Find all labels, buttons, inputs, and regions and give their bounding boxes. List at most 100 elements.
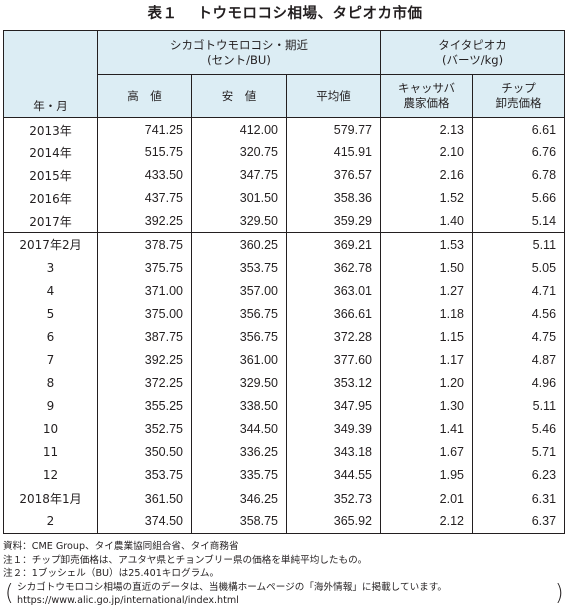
reference-box: ( シカゴトウモロコシ相場の直近のデータは、当機構ホームページの「海外情報」に掲… (3, 581, 568, 608)
row-label: 6 (3, 325, 98, 349)
cell-cassava: 1.18 (380, 302, 474, 326)
cell-average: 362.78 (286, 256, 382, 280)
header-chip-line1: チップ (501, 81, 536, 95)
cell-average: 377.60 (286, 348, 382, 372)
cell-cassava: 1.17 (380, 348, 474, 372)
cell-low: 361.00 (191, 348, 287, 372)
cell-chip: 5.46 (472, 417, 566, 441)
cell-low: 329.50 (191, 209, 287, 234)
row-label: 2014年 (3, 140, 98, 164)
cell-high: 433.50 (97, 163, 192, 187)
row-label: 2016年 (3, 186, 98, 210)
cell-low: 356.75 (191, 302, 287, 326)
row-label: 7 (3, 348, 98, 372)
table-row: 12 353.75 335.75 344.55 1.95 6.23 (3, 463, 566, 487)
cell-chip: 5.66 (472, 186, 566, 210)
monthly-rows: 2017年2月 378.75 360.25 369.21 1.53 5.11 3 375.75… (3, 232, 566, 534)
header-chicago-corn-unit: (セント/BU) (207, 52, 271, 67)
table-row: 2013年 741.25 412.00 579.77 2.13 6.61 (3, 117, 566, 141)
cell-high: 355.25 (97, 394, 192, 418)
row-label: 3 (3, 256, 98, 280)
table-row: 8 372.25 329.50 353.12 1.20 4.96 (3, 371, 566, 395)
cell-chip: 5.11 (472, 394, 566, 418)
table-row: 11 350.50 336.25 343.18 1.67 5.71 (3, 440, 566, 464)
cell-average: 369.21 (286, 232, 382, 257)
cell-low: 360.25 (191, 232, 287, 257)
cell-cassava: 2.13 (380, 117, 474, 141)
table-row: 2014年 515.75 320.75 415.91 2.10 6.76 (3, 140, 566, 164)
row-label: 2 (3, 510, 98, 534)
cell-chip: 5.14 (472, 209, 566, 234)
cell-high: 361.50 (97, 487, 192, 511)
cell-cassava: 1.95 (380, 463, 474, 487)
cell-high: 392.25 (97, 209, 192, 234)
cell-average: 358.36 (286, 186, 382, 210)
table-number: 表１ (147, 6, 178, 22)
cell-average: 376.57 (286, 163, 382, 187)
cell-average: 352.73 (286, 487, 382, 511)
header-year-month: 年・月 (3, 30, 98, 118)
table-row: 4 371.00 357.00 363.01 1.27 4.71 (3, 279, 566, 303)
row-label: 11 (3, 440, 98, 464)
cell-average: 353.12 (286, 371, 382, 395)
cell-low: 358.75 (191, 510, 287, 534)
price-table: 年・月 シカゴトウモロコシ・期近 (セント/BU) タイタピオカ (バーツ/kg… (3, 30, 566, 534)
header-cassava-line1: キャッサバ (397, 81, 456, 95)
table-row: 2015年 433.50 347.75 376.57 2.16 6.78 (3, 163, 566, 187)
notes: 資料：CME Group、タイ農業協同組合省、タイ商務省 注１：チップ卸売価格は… (3, 540, 568, 608)
cell-high: 387.75 (97, 325, 192, 349)
cell-chip: 6.78 (472, 163, 566, 187)
header-cassava-line2: 農家価格 (403, 96, 450, 110)
cell-high: 375.00 (97, 302, 192, 326)
cell-low: 320.75 (191, 140, 287, 164)
header-chip: チップ 卸売価格 (472, 74, 566, 118)
reference-url[interactable]: https://www.alic.go.jp/international/ind… (17, 595, 239, 607)
cell-cassava: 1.67 (380, 440, 474, 464)
cell-average: 415.91 (286, 140, 382, 164)
table-row: 2017年 392.25 329.50 359.29 1.40 5.14 (3, 209, 566, 234)
cell-high: 353.75 (97, 463, 192, 487)
cell-average: 365.92 (286, 510, 382, 534)
cell-chip: 5.05 (472, 256, 566, 280)
table-row: 2017年2月 378.75 360.25 369.21 1.53 5.11 (3, 232, 566, 257)
cell-chip: 6.61 (472, 117, 566, 141)
cell-cassava: 2.12 (380, 510, 474, 534)
row-label: 2017年2月 (3, 232, 98, 257)
header-low: 安 値 (191, 74, 287, 118)
cell-cassava: 2.16 (380, 163, 474, 187)
row-label: 2015年 (3, 163, 98, 187)
header-chicago-corn: シカゴトウモロコシ・期近 (セント/BU) (97, 30, 382, 75)
cell-average: 366.61 (286, 302, 382, 326)
cell-cassava: 2.10 (380, 140, 474, 164)
table-row: 7 392.25 361.00 377.60 1.17 4.87 (3, 348, 566, 372)
cell-cassava: 1.53 (380, 232, 474, 257)
cell-high: 437.75 (97, 186, 192, 210)
cell-cassava: 1.52 (380, 186, 474, 210)
cell-low: 347.75 (191, 163, 287, 187)
cell-cassava: 1.50 (380, 256, 474, 280)
row-label: 5 (3, 302, 98, 326)
row-label: 2017年 (3, 209, 98, 234)
paren-close: ) (555, 580, 564, 606)
table-row: 2016年 437.75 301.50 358.36 1.52 5.66 (3, 186, 566, 210)
cell-low: 356.75 (191, 325, 287, 349)
header-average: 平均値 (286, 74, 382, 118)
cell-chip: 6.37 (472, 510, 566, 534)
note-1: 注１：チップ卸売価格は、アユタヤ県とチョンブリー県の価格を単純平均したもの。 (3, 554, 368, 566)
table-row: 10 352.75 344.50 349.39 1.41 5.46 (3, 417, 566, 441)
cell-high: 352.75 (97, 417, 192, 441)
note-source: 資料：CME Group、タイ農業協同組合省、タイ商務省 (3, 541, 239, 552)
header-cassava: キャッサバ 農家価格 (380, 74, 474, 118)
row-label: 9 (3, 394, 98, 418)
cell-average: 363.01 (286, 279, 382, 303)
cell-chip: 4.75 (472, 325, 566, 349)
cell-high: 350.50 (97, 440, 192, 464)
row-label: 4 (3, 279, 98, 303)
cell-high: 741.25 (97, 117, 192, 141)
cell-average: 344.55 (286, 463, 382, 487)
cell-cassava: 1.15 (380, 325, 474, 349)
cell-low: 353.75 (191, 256, 287, 280)
cell-low: 329.50 (191, 371, 287, 395)
cell-high: 375.75 (97, 256, 192, 280)
table-title: 表１ トウモロコシ相場、タピオカ市価 (0, 4, 570, 24)
